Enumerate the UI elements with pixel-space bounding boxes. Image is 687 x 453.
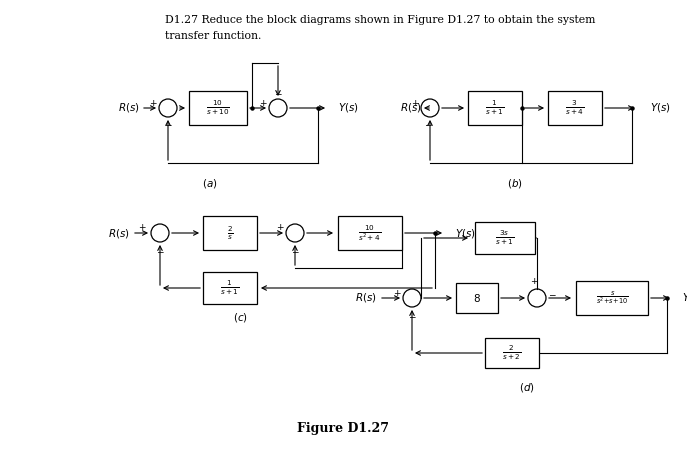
Text: +: + <box>530 277 538 286</box>
Text: $(d)$: $(d)$ <box>519 381 535 395</box>
FancyBboxPatch shape <box>475 222 535 254</box>
Text: $-$: $-$ <box>424 119 432 128</box>
Text: $-$: $-$ <box>548 289 556 299</box>
FancyBboxPatch shape <box>548 91 602 125</box>
Text: $-$: $-$ <box>407 311 416 320</box>
Text: +: + <box>412 98 419 107</box>
Text: $(b)$: $(b)$ <box>507 177 523 189</box>
Text: $-$: $-$ <box>164 119 172 128</box>
Text: $(a)$: $(a)$ <box>202 177 218 189</box>
Text: +: + <box>150 98 157 107</box>
Text: D1.27 Reduce the block diagrams shown in Figure D1.27 to obtain the system: D1.27 Reduce the block diagrams shown in… <box>165 15 596 25</box>
Text: $Y(s)$: $Y(s)$ <box>455 226 476 240</box>
Text: $Y(s)$: $Y(s)$ <box>650 101 671 115</box>
FancyBboxPatch shape <box>203 272 257 304</box>
Text: $(c)$: $(c)$ <box>233 312 247 324</box>
FancyBboxPatch shape <box>203 216 257 250</box>
FancyBboxPatch shape <box>189 91 247 125</box>
Text: $\frac{3}{s+4}$: $\frac{3}{s+4}$ <box>565 99 585 117</box>
Text: $\frac{3s}{s+1}$: $\frac{3s}{s+1}$ <box>495 229 515 247</box>
Text: +: + <box>394 289 401 298</box>
Text: $Y(s)$: $Y(s)$ <box>682 291 687 304</box>
Text: $Y(s)$: $Y(s)$ <box>338 101 359 115</box>
Text: $R(s)$: $R(s)$ <box>109 226 130 240</box>
Text: +: + <box>276 223 284 232</box>
FancyBboxPatch shape <box>485 338 539 368</box>
FancyBboxPatch shape <box>468 91 522 125</box>
Text: $-$: $-$ <box>156 246 164 255</box>
Text: $R(s)$: $R(s)$ <box>400 101 422 115</box>
Text: $\frac{10}{s+10}$: $\frac{10}{s+10}$ <box>206 99 230 117</box>
Text: $\frac{s}{s^2\!+\!s\!+\!10}$: $\frac{s}{s^2\!+\!s\!+\!10}$ <box>596 289 629 307</box>
Text: $-$: $-$ <box>273 88 282 97</box>
Text: +: + <box>260 98 267 107</box>
FancyBboxPatch shape <box>456 283 498 313</box>
Text: $\frac{2}{s}$: $\frac{2}{s}$ <box>227 225 234 241</box>
Text: $R(s)$: $R(s)$ <box>355 291 377 304</box>
Text: $\frac{1}{s+1}$: $\frac{1}{s+1}$ <box>485 99 505 117</box>
Text: $\frac{10}{s^2+4}$: $\frac{10}{s^2+4}$ <box>359 223 381 243</box>
Text: Figure D1.27: Figure D1.27 <box>297 422 389 435</box>
Text: transfer function.: transfer function. <box>165 31 261 41</box>
Text: $-$: $-$ <box>291 246 300 255</box>
Text: $\frac{2}{s+2}$: $\frac{2}{s+2}$ <box>502 344 521 362</box>
Text: $8$: $8$ <box>473 292 481 304</box>
Text: $R(s)$: $R(s)$ <box>118 101 140 115</box>
Text: $\frac{1}{s+1}$: $\frac{1}{s+1}$ <box>221 279 240 297</box>
Text: +: + <box>139 222 146 231</box>
FancyBboxPatch shape <box>576 281 648 315</box>
FancyBboxPatch shape <box>338 216 402 250</box>
